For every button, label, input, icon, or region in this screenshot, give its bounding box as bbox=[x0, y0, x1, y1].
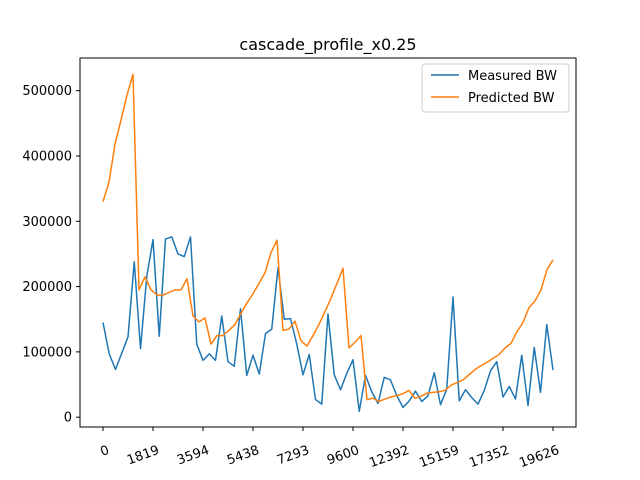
y-tick-label: 100000 bbox=[22, 345, 72, 360]
x-tick-label: 15159 bbox=[417, 443, 461, 471]
x-tick-label: 7293 bbox=[275, 443, 311, 468]
x-tick-label: 5438 bbox=[225, 443, 261, 468]
chart-title: cascade_profile_x0.25 bbox=[239, 35, 416, 55]
legend: Measured BW Predicted BW bbox=[421, 63, 570, 113]
legend-label-predicted: Predicted BW bbox=[468, 91, 555, 106]
x-tick-label: 3594 bbox=[175, 443, 211, 468]
y-tick-label: 300000 bbox=[22, 215, 72, 230]
legend-label-measured: Measured BW bbox=[468, 69, 557, 84]
series-line-measured bbox=[102, 236, 554, 413]
y-tick-label: 0 bbox=[64, 411, 72, 426]
plot-frame bbox=[79, 57, 577, 428]
y-tick-label: 400000 bbox=[22, 149, 72, 164]
x-tick-label: 12392 bbox=[367, 443, 411, 471]
y-axis: 0 100000 200000 300000 400000 500000 bbox=[22, 84, 80, 426]
series-line-predicted bbox=[102, 73, 554, 403]
y-tick-label: 200000 bbox=[22, 280, 72, 295]
x-tick-label: 1819 bbox=[125, 443, 161, 468]
x-tick-label: 0 bbox=[98, 443, 111, 460]
legend-box bbox=[421, 63, 570, 113]
x-tick-label: 9600 bbox=[325, 443, 361, 468]
series-layer bbox=[102, 73, 554, 413]
x-tick-label: 17352 bbox=[467, 443, 511, 471]
x-tick-label: 19626 bbox=[517, 443, 561, 471]
x-axis: 0 1819 3594 5438 7293 9600 12392 15159 17352 1962… bbox=[98, 427, 561, 471]
y-tick-label: 500000 bbox=[22, 84, 72, 99]
